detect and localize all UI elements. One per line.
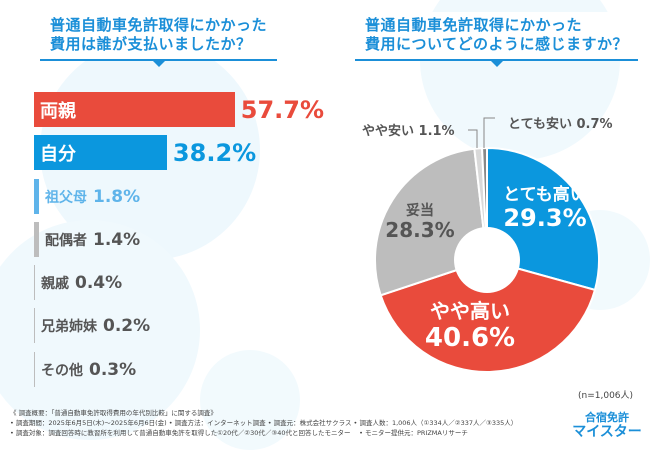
logo-line: 合宿免許 [585,411,629,424]
bar: 自分 [34,135,167,170]
slice-value-label: 40.6% [425,323,515,353]
bar [34,265,35,300]
bar-row: 兄弟姉妹 0.2% [34,308,150,343]
title-line: 普通自動車免許取得にかかった [50,16,268,34]
bar [34,222,39,257]
slice-category-label: やや高い [430,299,510,323]
bar: 両親 [34,92,235,127]
footer-line: 《 調査概要：「普通自動車免許取得費用の年代別比較」に関する調査》 [10,409,217,417]
pie-slice [379,258,597,373]
bar-value-label: 1.8% [93,186,141,207]
slice-value-label: 28.3% [385,218,454,242]
slice-category-label: 妥当 [406,202,434,219]
footer-line: • 調査対象：調査回答時に教習所を利用して普通自動車免許を取得した①20代／②3… [10,429,468,437]
bar-value-label: 0.3% [89,359,137,380]
slice-category-label: とても安い 0.7% [508,116,613,132]
bar-row: 両親 57.7% [34,92,324,127]
slice-value-label: 29.3% [503,204,586,232]
bar-category-label: その他 [41,362,83,379]
bar-category-label: 配偶者 [45,232,87,249]
bar-row: 自分 38.2% [34,135,256,170]
logo: 合宿免許 マイスター [572,410,642,440]
leader-line [483,117,495,148]
bar-category-label: 祖父母 [45,189,87,206]
sample-size: (n=1,006人) [578,391,634,401]
left-chart-title: 普通自動車免許取得にかかった 費用は誰が支払いましたか？ [40,12,278,67]
donut-hole [454,227,520,293]
title-line: 普通自動車免許取得にかかった [365,16,583,34]
bar [34,308,35,343]
slice-category-label: やや安い 1.1% [362,123,455,139]
bar [34,179,39,214]
bar-value-label: 0.2% [103,315,151,336]
bar-row: 祖父母 1.8% [34,179,140,214]
title-line: 費用は誰が支払いましたか？ [50,35,252,53]
bar-value-label: 1.4% [93,229,141,250]
bar-row: 親戚 0.4% [34,265,122,300]
slice-category-label: とても高い [503,184,587,205]
logo-line: マイスター [572,424,642,440]
footer-line: • 調査期間：2025年6月5日(木)〜2025年6月6日(金) • 調査方法：… [10,419,518,427]
leader-line [468,129,478,148]
bar [34,352,35,387]
title-line: 費用についてどのように感じますか？ [365,35,629,53]
bar-value-label: 0.4% [75,272,123,293]
bar-value-label: 57.7% [240,95,325,124]
survey-footer: 《 調査概要：「普通自動車免許取得費用の年代別比較」に関する調査》 • 調査期間… [10,408,570,438]
pointer-triangle [489,60,504,67]
bar-value-label: 38.2% [172,138,257,167]
bar-category-label: 親戚 [41,275,69,292]
bar-category-label: 兄弟姉妹 [41,318,97,335]
bar-row: 配偶者 1.4% [34,222,140,257]
pointer-triangle [151,60,166,67]
bar-row: その他 0.3% [34,352,136,387]
right-chart-title: 普通自動車免許取得にかかった 費用についてどのように感じますか？ [355,12,639,67]
